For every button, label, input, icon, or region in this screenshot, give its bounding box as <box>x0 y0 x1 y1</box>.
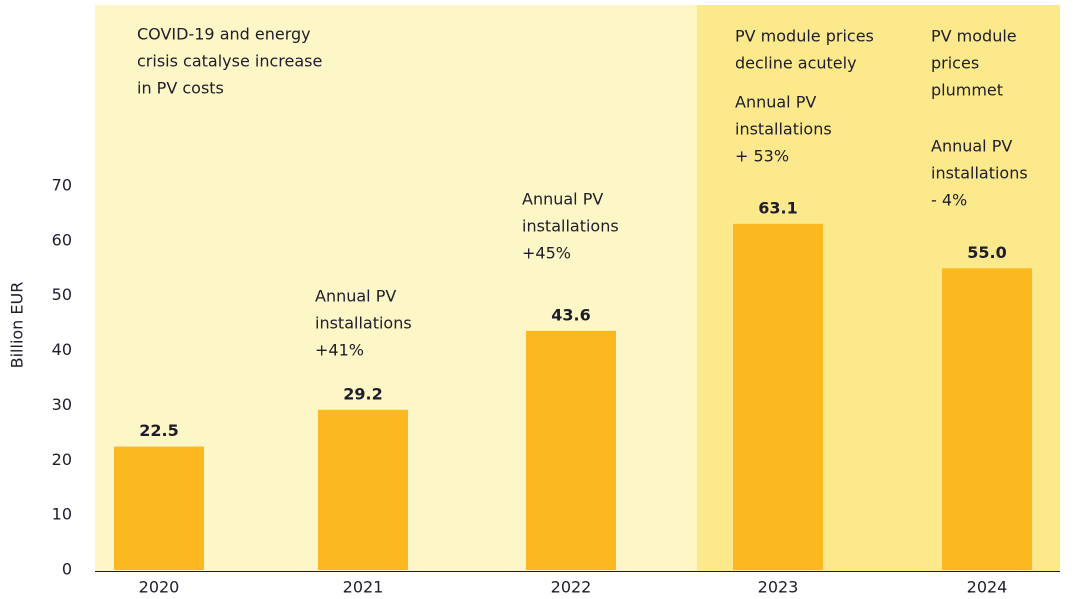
y-tick-label: 40 <box>52 340 72 359</box>
bar <box>942 268 1032 570</box>
annotation: COVID-19 and energy <box>137 25 311 44</box>
x-tick-label: 2024 <box>967 578 1008 597</box>
annotation: +45% <box>522 244 571 263</box>
annotation: Annual PV <box>315 287 396 306</box>
annotation: decline acutely <box>735 54 857 73</box>
bar <box>526 330 616 570</box>
y-tick-label: 0 <box>62 560 72 579</box>
y-tick-label: 60 <box>52 230 72 249</box>
bar <box>114 446 204 570</box>
annotation: Annual PV <box>735 93 816 112</box>
annotation: + 53% <box>735 147 789 166</box>
y-tick-label: 10 <box>52 505 72 524</box>
value-label: 29.2 <box>343 384 382 403</box>
y-tick-label: 50 <box>52 285 72 304</box>
y-axis-label: Billion EUR <box>8 282 27 369</box>
annotation: in PV costs <box>137 79 224 98</box>
annotation: prices <box>931 54 979 73</box>
value-label: 63.1 <box>758 198 797 217</box>
x-tick-label: 2022 <box>551 578 592 597</box>
value-label: 43.6 <box>551 305 590 324</box>
annotation: PV module <box>931 27 1017 46</box>
annotation: crisis catalyse increase <box>137 52 322 71</box>
annotation: Annual PV <box>522 190 603 209</box>
x-tick-label: 2020 <box>139 578 180 597</box>
value-label: 22.5 <box>139 421 178 440</box>
annotation: installations <box>315 314 412 333</box>
y-tick-label: 20 <box>52 450 72 469</box>
x-tick-label: 2023 <box>758 578 799 597</box>
annotation: installations <box>735 120 832 139</box>
y-tick-label: 70 <box>52 176 72 195</box>
annotation: plummet <box>931 81 1003 100</box>
bar <box>318 409 408 570</box>
annotation: PV module prices <box>735 27 874 46</box>
annotation: +41% <box>315 341 364 360</box>
y-tick-label: 30 <box>52 395 72 414</box>
annotation: installations <box>931 164 1028 183</box>
annotation: installations <box>522 217 619 236</box>
annotation: Annual PV <box>931 137 1012 156</box>
value-label: 55.0 <box>967 243 1006 262</box>
annotation: - 4% <box>931 191 967 210</box>
bar <box>733 223 823 570</box>
x-tick-label: 2021 <box>343 578 384 597</box>
